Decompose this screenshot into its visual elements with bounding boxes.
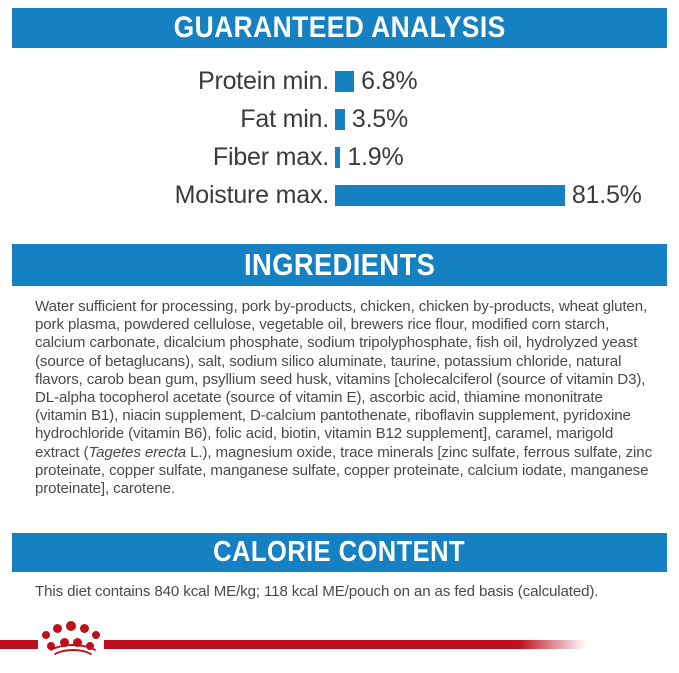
analysis-value-fiber: 1.9% xyxy=(347,142,404,171)
footer-brand-logo xyxy=(0,618,600,662)
crown-arc-outer xyxy=(44,644,102,672)
analysis-label-fat: Fat min. xyxy=(240,104,329,133)
crown-arc-inner xyxy=(49,649,97,673)
crown-dot xyxy=(60,638,69,647)
ingredients-text-part-2: L.), magnesium oxide, trace minerals [zi… xyxy=(35,443,652,498)
analysis-label-moisture: Moisture max. xyxy=(174,180,330,209)
analysis-value-protein: 6.8% xyxy=(361,66,418,95)
analysis-bar-fat xyxy=(335,108,345,130)
section-header-ingredients: INGREDIENTS xyxy=(12,244,667,286)
crown-dot xyxy=(42,631,50,639)
analysis-bar-moisture xyxy=(335,184,565,206)
analysis-row: Fiber max. 1.9% xyxy=(0,138,679,176)
logo-rule-left xyxy=(0,640,38,649)
analysis-bar-wrap-fat: 3.5% xyxy=(335,105,679,134)
crown-dot xyxy=(73,638,82,647)
analysis-row: Fat min. 3.5% xyxy=(0,100,679,138)
analysis-bar-wrap-moisture: 81.5% xyxy=(335,181,679,210)
ingredients-text: Water sufficient for processing, pork by… xyxy=(35,298,655,498)
analysis-bar-wrap-fiber: 1.9% xyxy=(335,143,679,172)
analysis-row: Protein min. 6.8% xyxy=(0,62,679,100)
crown-dot xyxy=(66,621,76,631)
calorie-content-text: This diet contains 840 kcal ME/kg; 118 k… xyxy=(35,583,599,600)
analysis-bar-protein xyxy=(335,70,355,92)
crown-icon xyxy=(36,618,106,662)
section-header-calorie-content: CALORIE CONTENT xyxy=(12,533,667,572)
section-header-guaranteed-analysis: GUARANTEED ANALYSIS xyxy=(12,8,667,48)
section-title-calorie-content: CALORIE CONTENT xyxy=(213,536,466,568)
ingredients-text-part-1: Water sufficient for processing, pork by… xyxy=(35,298,648,461)
crown-dot xyxy=(92,631,100,639)
analysis-row: Moisture max. 81.5% xyxy=(0,176,679,214)
analysis-label-protein: Protein min. xyxy=(198,66,329,95)
analysis-bar-wrap-protein: 6.8% xyxy=(335,67,679,96)
analysis-value-moisture: 81.5% xyxy=(571,180,642,209)
crown-dot xyxy=(47,642,55,650)
analysis-bar-fiber xyxy=(335,146,341,168)
analysis-label-fiber: Fiber max. xyxy=(212,142,329,171)
analysis-value-fat: 3.5% xyxy=(351,104,409,133)
ingredients-botanical-name: Tagetes erecta xyxy=(88,443,187,461)
logo-rule-right xyxy=(104,640,586,649)
section-title-guaranteed-analysis: GUARANTEED ANALYSIS xyxy=(173,11,506,44)
crown-dot xyxy=(53,624,62,633)
crown-dot xyxy=(80,624,89,633)
guaranteed-analysis-chart: Protein min. 6.8% Fat min. 3.5% Fiber ma… xyxy=(0,62,679,214)
section-title-ingredients: INGREDIENTS xyxy=(243,247,436,282)
